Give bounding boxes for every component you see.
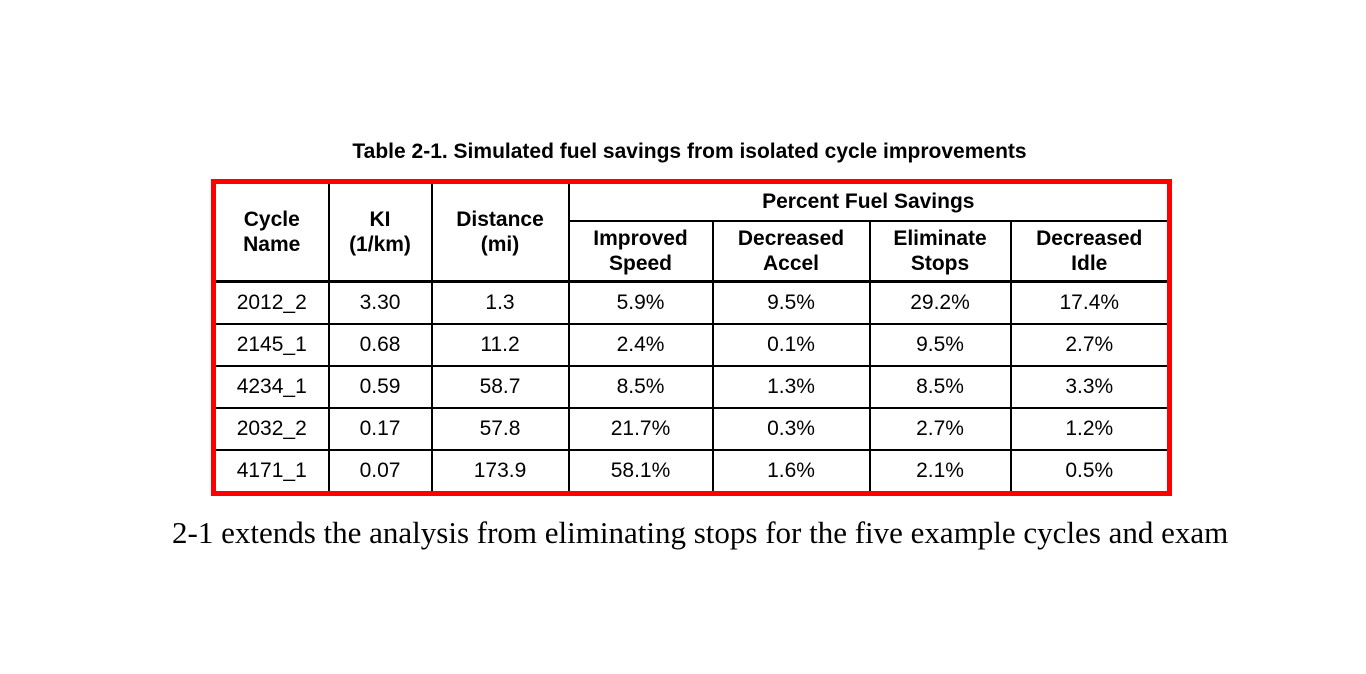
- cell-decreased-accel: 9.5%: [711, 280, 871, 325]
- cell-distance: 58.7: [430, 365, 570, 409]
- table-row: 4171_1 0.07 173.9 58.1% 1.6% 2.1% 0.5%: [212, 449, 1171, 495]
- col-header-ki: KI (1/km): [327, 180, 433, 283]
- cell-distance: 173.9: [430, 449, 570, 495]
- cell-eliminate-stops: 2.7%: [868, 407, 1012, 451]
- cell-decreased-idle: 17.4%: [1009, 280, 1171, 325]
- cell-cycle-name: 2032_2: [212, 407, 330, 451]
- table-row: 2012_2 3.30 1.3 5.9% 9.5% 29.2% 17.4%: [212, 280, 1171, 325]
- cell-cycle-name: 2145_1: [212, 323, 330, 367]
- cell-ki: 3.30: [327, 280, 433, 325]
- cell-improved-speed: 58.1%: [567, 449, 714, 495]
- fuel-savings-table: Cycle Name KI (1/km) Distance (mi) Perce…: [211, 179, 1173, 496]
- cell-ki: 0.07: [327, 449, 433, 495]
- col-header-distance: Distance (mi): [430, 180, 570, 283]
- cell-distance: 57.8: [430, 407, 570, 451]
- cell-distance: 1.3: [430, 280, 570, 325]
- cell-ki: 0.68: [327, 323, 433, 367]
- cell-eliminate-stops: 29.2%: [868, 280, 1012, 325]
- cell-cycle-name: 2012_2: [212, 280, 330, 325]
- cell-improved-speed: 5.9%: [567, 280, 714, 325]
- col-header-cycle-name: Cycle Name: [212, 180, 330, 283]
- table-row: 2032_2 0.17 57.8 21.7% 0.3% 2.7% 1.2%: [212, 407, 1171, 451]
- cell-decreased-accel: 0.1%: [711, 323, 871, 367]
- table-row: 2145_1 0.68 11.2 2.4% 0.1% 9.5% 2.7%: [212, 323, 1171, 367]
- cell-improved-speed: 8.5%: [567, 365, 714, 409]
- col-header-decreased-accel: Decreased Accel: [711, 220, 871, 283]
- cell-decreased-idle: 3.3%: [1009, 365, 1171, 409]
- cell-eliminate-stops: 2.1%: [868, 449, 1012, 495]
- cell-cycle-name: 4234_1: [212, 365, 330, 409]
- cell-improved-speed: 2.4%: [567, 323, 714, 367]
- cell-decreased-idle: 0.5%: [1009, 449, 1171, 495]
- body-paragraph: 2-1 extends the analysis from eliminatin…: [172, 515, 1229, 550]
- table-row: 4234_1 0.59 58.7 8.5% 1.3% 8.5% 3.3%: [212, 365, 1171, 409]
- table-header-row-1: Cycle Name KI (1/km) Distance (mi) Perce…: [212, 180, 1171, 283]
- cell-distance: 11.2: [430, 323, 570, 367]
- table-header-row-2: Improved Speed Decreased Accel Eliminate…: [214, 220, 1171, 283]
- cell-decreased-accel: 1.6%: [711, 449, 871, 495]
- cell-decreased-idle: 2.7%: [1009, 323, 1171, 367]
- col-header-decreased-idle: Decreased Idle: [1009, 220, 1171, 283]
- col-header-improved-speed: Improved Speed: [567, 220, 714, 283]
- cell-decreased-idle: 1.2%: [1009, 407, 1171, 451]
- cell-eliminate-stops: 8.5%: [868, 365, 1012, 409]
- cell-ki: 0.17: [327, 407, 433, 451]
- col-header-eliminate-stops: Eliminate Stops: [868, 220, 1012, 283]
- cell-eliminate-stops: 9.5%: [868, 323, 1012, 367]
- cell-ki: 0.59: [327, 365, 433, 409]
- cell-improved-speed: 21.7%: [567, 407, 714, 451]
- cell-decreased-accel: 1.3%: [711, 365, 871, 409]
- cell-decreased-accel: 0.3%: [711, 407, 871, 451]
- table-caption: Table 2-1. Simulated fuel savings from i…: [352, 140, 1027, 163]
- group-header-percent-fuel-savings: Percent Fuel Savings: [567, 180, 1171, 222]
- cell-cycle-name: 4171_1: [212, 449, 330, 495]
